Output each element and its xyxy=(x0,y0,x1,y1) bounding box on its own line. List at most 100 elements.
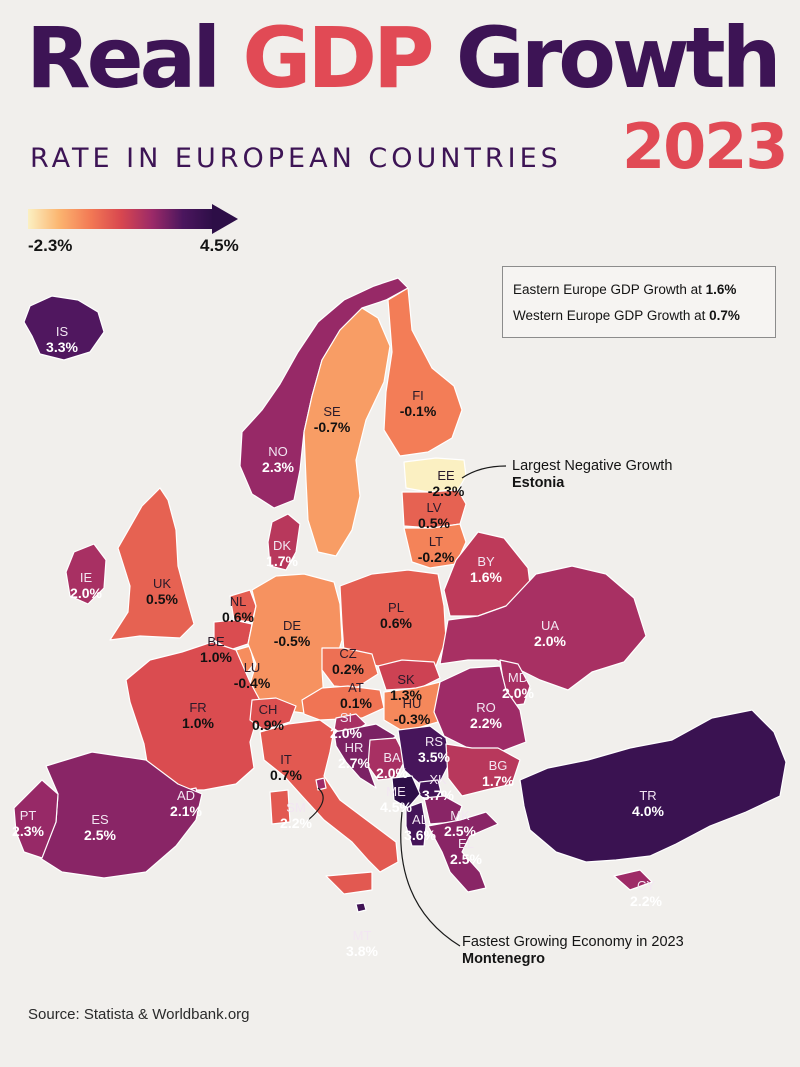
country-value: 1.3% xyxy=(390,687,422,703)
country-code: BY xyxy=(477,554,495,569)
callout-fastest-growing: Fastest Growing Economy in 2023 Monteneg… xyxy=(462,934,684,968)
country-label-pl: PL0.6% xyxy=(380,600,412,631)
country-al xyxy=(405,801,427,847)
country-label-fr: FR1.0% xyxy=(182,700,214,731)
country-code: CY xyxy=(637,878,655,893)
country-code: AD xyxy=(177,788,195,803)
country-label-al: AL3.6% xyxy=(404,812,436,843)
country-code: BA xyxy=(383,750,401,765)
country-label-hu: HU-0.3% xyxy=(394,696,431,727)
callout-line-montenegro xyxy=(400,811,461,947)
country-value: 1.0% xyxy=(182,715,214,731)
country-value: 2.5% xyxy=(450,851,482,867)
country-label-bg: BG1.7% xyxy=(482,758,514,789)
country-label-lv: LV0.5% xyxy=(418,500,450,531)
country-label-uk: UK0.5% xyxy=(146,576,178,607)
title-growth: Growth xyxy=(430,9,782,107)
country-label-mt: MT3.8% xyxy=(346,928,378,959)
country-label-dk: DK1.7% xyxy=(266,538,298,569)
country-label-me: ME4.5% xyxy=(380,784,412,815)
country-value: 3.7% xyxy=(422,787,454,803)
country-pl xyxy=(339,569,447,673)
title-gdp: GDP xyxy=(242,9,434,107)
country-ch xyxy=(249,697,297,731)
country-value: 2.2% xyxy=(630,893,662,909)
country-it xyxy=(269,789,291,825)
country-is xyxy=(23,295,105,361)
country-label-no: NO2.3% xyxy=(262,444,294,475)
country-label-de: DE-0.5% xyxy=(274,618,311,649)
country-value: 4.5% xyxy=(380,799,412,815)
country-code: AT xyxy=(348,680,364,695)
country-label-cz: CZ0.2% xyxy=(332,646,364,677)
country-value: -0.7% xyxy=(314,419,351,435)
callout-negative-country: Estonia xyxy=(512,475,565,491)
country-code: SE xyxy=(323,404,341,419)
country-code: CZ xyxy=(339,646,356,661)
country-code: IT xyxy=(280,752,292,767)
country-code: SI xyxy=(340,710,352,725)
country-value: 2.1% xyxy=(170,803,202,819)
country-value: 1.6% xyxy=(470,569,502,585)
country-label-mk: MK2.5% xyxy=(444,808,476,839)
country-label-tr: TR4.0% xyxy=(632,788,664,819)
country-label-nl: NL0.6% xyxy=(222,594,254,625)
legend-min-label: -2.3% xyxy=(28,236,73,255)
country-code: HR xyxy=(345,740,364,755)
country-value: -0.3% xyxy=(394,711,431,727)
country-sm xyxy=(315,777,327,791)
country-value: 2.5% xyxy=(84,827,116,843)
country-code: XK xyxy=(429,772,447,787)
country-code: SK xyxy=(397,672,415,687)
country-value: 2.0% xyxy=(376,765,408,781)
country-code: LV xyxy=(427,500,442,515)
country-value: 3.3% xyxy=(46,339,78,355)
callout-line-sanmarino xyxy=(307,787,324,821)
country-label-be: BE1.0% xyxy=(200,634,232,665)
title-real: Real xyxy=(26,9,243,107)
country-cy xyxy=(613,869,653,891)
country-value: 2.0% xyxy=(330,725,362,741)
country-label-si: SI2.0% xyxy=(330,710,362,741)
country-code: NO xyxy=(268,444,288,459)
country-label-ch: CH0.9% xyxy=(252,702,284,733)
country-value: 2.0% xyxy=(502,685,534,701)
country-ie xyxy=(65,543,107,605)
country-code: DK xyxy=(273,538,291,553)
legend-arrow-icon xyxy=(212,204,238,234)
country-dk xyxy=(267,513,301,571)
country-value: 0.6% xyxy=(222,609,254,625)
country-it xyxy=(259,719,399,873)
country-value: -0.1% xyxy=(400,403,437,419)
country-tr xyxy=(519,709,787,863)
country-lv xyxy=(401,489,467,529)
country-value: 1.7% xyxy=(482,773,514,789)
country-code: BE xyxy=(207,634,225,649)
country-value: 3.5% xyxy=(418,749,450,765)
callout-fastest-title: Fastest Growing Economy in 2023 xyxy=(462,934,684,950)
country-label-at: AT0.1% xyxy=(340,680,372,711)
country-label-se: SE-0.7% xyxy=(314,404,351,435)
eastern-europe-line: Eastern Europe GDP Growth at 1.6% xyxy=(513,277,765,303)
country-value: -2.3% xyxy=(428,483,465,499)
country-value: 2.2% xyxy=(280,815,312,831)
country-value: -0.4% xyxy=(234,675,271,691)
country-code: IE xyxy=(80,570,93,585)
country-value: 2.2% xyxy=(470,715,502,731)
country-code: RO xyxy=(476,700,496,715)
country-label-fi: FI-0.1% xyxy=(400,388,437,419)
country-ua xyxy=(439,565,647,691)
country-label-es: ES2.5% xyxy=(84,812,116,843)
country-value: 2.3% xyxy=(262,459,294,475)
country-label-rs: RS3.5% xyxy=(418,734,450,765)
country-code: UA xyxy=(541,618,559,633)
western-europe-value: 0.7% xyxy=(709,308,740,323)
country-uk xyxy=(109,487,195,641)
country-value: 0.5% xyxy=(418,515,450,531)
country-code: UK xyxy=(153,576,171,591)
country-value: 0.7% xyxy=(270,767,302,783)
western-europe-text: Western Europe GDP Growth at xyxy=(513,308,710,323)
country-label-ua: UA2.0% xyxy=(534,618,566,649)
country-fi xyxy=(383,287,463,457)
